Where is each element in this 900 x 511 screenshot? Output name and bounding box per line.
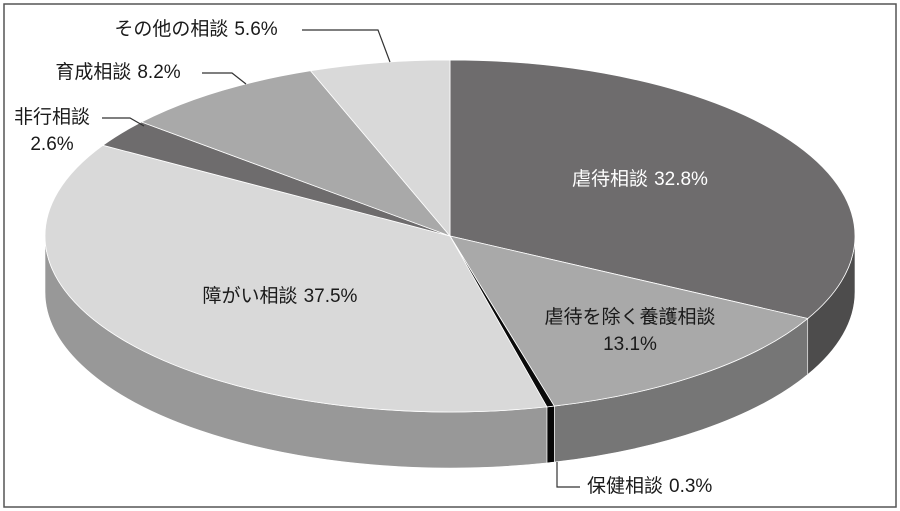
data-label: その他の相談 5.6% [114, 18, 277, 40]
label-value: 2.6% [30, 134, 73, 155]
label-value: 0.3% [669, 476, 712, 497]
pie-slice [309, 59, 451, 238]
label-name: 非行相談 [14, 106, 90, 128]
data-label: 障がい相談 37.5% [203, 285, 358, 307]
leader-line [202, 72, 247, 85]
label-value: 37.5% [304, 286, 358, 307]
label-value: 5.6% [234, 19, 277, 40]
data-label: 虐待相談 32.8% [572, 168, 708, 190]
label-name: 虐待を除く養護相談 [544, 306, 715, 328]
label-name: 育成相談 [55, 61, 131, 83]
label-value: 13.1% [603, 334, 657, 355]
pie-slice [449, 59, 856, 319]
data-label: 育成相談 8.2% [55, 61, 180, 83]
label-value: 32.8% [654, 169, 708, 190]
leader-line [556, 462, 580, 488]
label-value: 8.2% [137, 62, 180, 83]
leader-line [102, 117, 145, 127]
data-label: 保健相談 0.3% [587, 475, 712, 497]
pie-slice [449, 235, 809, 407]
label-name: 保健相談 [587, 475, 663, 497]
label-name: 虐待相談 [572, 168, 648, 190]
label-name: その他の相談 [114, 18, 228, 40]
pie-slice [140, 70, 452, 237]
label-name: 障がい相談 [203, 285, 298, 307]
pie-side [546, 405, 555, 464]
pie-slice [44, 144, 548, 413]
leader-line [302, 29, 391, 63]
